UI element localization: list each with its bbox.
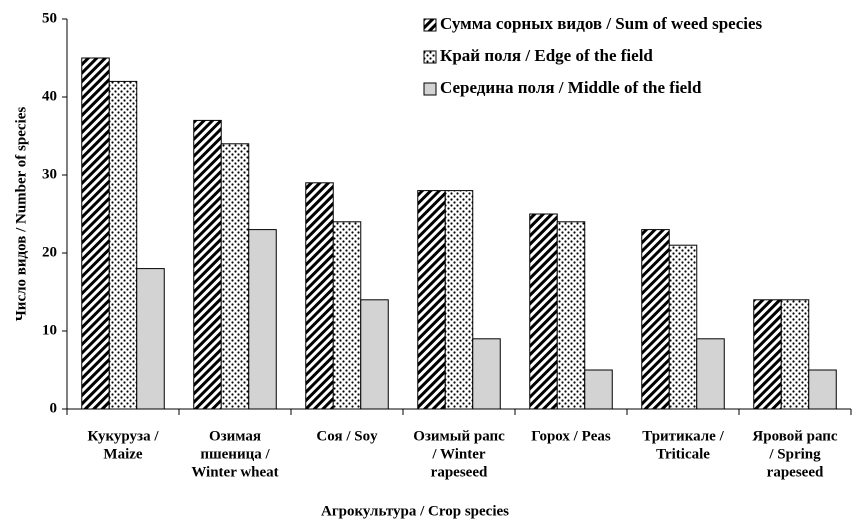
bar (641, 229, 670, 410)
x-tick-label: Яровой рапс (752, 428, 837, 444)
x-tick-label: Maize (103, 446, 142, 462)
bar (780, 299, 810, 410)
y-tick-label: 30 (42, 166, 57, 182)
bar (668, 244, 698, 410)
x-tick-label: / Spring (768, 446, 821, 462)
bar (472, 338, 501, 410)
y-tick-label: 20 (42, 244, 57, 260)
y-tick-label: 40 (42, 88, 57, 104)
bar (444, 190, 474, 410)
legend-label: Край поля / Edge of the field (440, 46, 653, 65)
bar (529, 213, 558, 410)
x-tick-label: Горох / Peas (531, 428, 611, 444)
y-tick-label: 0 (50, 400, 58, 416)
bar (584, 369, 613, 410)
legend-label: Середина поля / Middle of the field (440, 78, 702, 97)
legend-swatch (423, 50, 437, 64)
bar (332, 221, 362, 410)
legend-swatch (423, 18, 437, 32)
x-tick-label: Triticale (656, 446, 710, 462)
x-tick-label: Тритикале / (642, 428, 724, 444)
bar (556, 221, 586, 410)
bar (808, 369, 837, 410)
x-tick-label: Кукуруза / (87, 428, 159, 444)
x-tick-label: rapeseed (431, 464, 488, 480)
x-tick-label: пшеница / (200, 446, 270, 462)
bar (248, 229, 277, 410)
bar (220, 143, 250, 410)
bar (696, 338, 725, 410)
bar (193, 119, 222, 410)
legend-label: Сумма сорных видов / Sum of weed species (440, 14, 763, 33)
bar (136, 268, 165, 410)
y-axis-label: Число видов / Number of species (13, 107, 29, 322)
legend-swatch (423, 82, 437, 96)
x-tick-label: rapeseed (767, 464, 824, 480)
bar (305, 182, 334, 410)
bar (360, 299, 389, 410)
y-tick-label: 50 (42, 10, 57, 26)
bar (417, 190, 446, 410)
bar (108, 80, 138, 410)
y-tick-label: 10 (42, 322, 57, 338)
x-tick-label: Озимая (209, 428, 261, 444)
x-tick-label: Winter wheat (191, 464, 278, 480)
x-tick-label: Озимый рапс (413, 428, 505, 444)
bar (81, 57, 110, 410)
x-tick-label: / Winter (431, 446, 486, 462)
x-axis-label: Агрокультура / Crop species (321, 503, 509, 519)
x-tick-label: Соя / Soy (316, 428, 378, 444)
bar (753, 299, 782, 410)
